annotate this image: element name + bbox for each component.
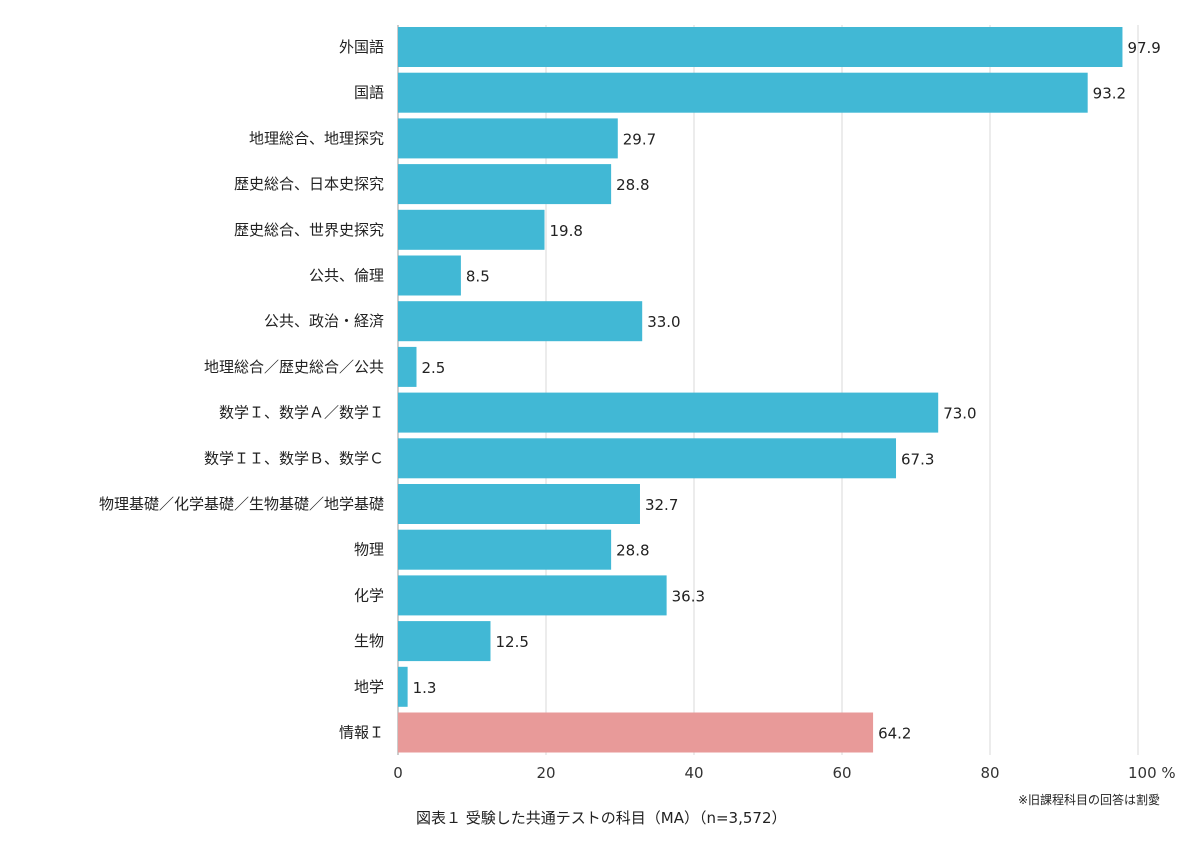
data-label: 12.5	[496, 633, 529, 651]
x-tick-label: 100 %	[1128, 764, 1176, 782]
category-label: 地学	[354, 678, 384, 696]
bar	[398, 712, 874, 753]
data-label: 28.8	[616, 542, 649, 560]
category-label: 外国語	[339, 38, 384, 56]
bar	[398, 209, 545, 250]
category-label: 歴史総合、世界史探究	[234, 221, 384, 239]
x-tick-label: 60	[832, 764, 851, 782]
bar	[398, 164, 612, 205]
data-label: 1.3	[413, 679, 437, 697]
bar	[398, 255, 461, 296]
category-label: 数学Ｉ、数学Ａ／数学Ｉ	[219, 404, 384, 422]
category-label: 生物	[354, 632, 384, 650]
category-label: 公共、政治・経済	[264, 312, 384, 330]
category-label: 物理	[354, 541, 384, 559]
x-axis-ticks: 0 20 40 60 80 100 %	[393, 764, 1175, 782]
data-label: 2.5	[422, 359, 446, 377]
category-label: 数学ＩＩ、数学Ｂ、数学Ｃ	[204, 449, 384, 467]
data-label: 29.7	[623, 130, 656, 148]
bar	[398, 575, 667, 616]
bar	[398, 484, 640, 524]
data-label: 97.9	[1127, 39, 1160, 57]
category-label: 物理基礎／化学基礎／生物基礎／地学基礎	[99, 495, 384, 513]
data-label: 93.2	[1093, 85, 1126, 103]
chart-note: ※旧課程科目の回答は割愛	[1018, 792, 1160, 807]
bar	[398, 118, 618, 159]
category-label: 化学	[354, 586, 384, 604]
data-label: 64.2	[878, 725, 911, 743]
bar	[398, 301, 643, 342]
x-tick-label: 20	[536, 764, 555, 782]
category-label: 情報Ｉ	[339, 724, 384, 742]
bar	[398, 346, 417, 387]
data-label: 33.0	[647, 313, 680, 331]
data-label: 8.5	[466, 268, 490, 286]
bar	[398, 438, 897, 479]
data-label: 36.3	[672, 587, 705, 605]
chart-title: 図表１ 受験した共通テストの科目（MA）（n=3,572）	[416, 809, 787, 827]
bar	[398, 666, 408, 707]
category-label: 国語	[354, 84, 384, 102]
x-tick-label: 0	[393, 764, 403, 782]
x-tick-label: 40	[684, 764, 703, 782]
x-tick-label: 80	[980, 764, 999, 782]
bar	[398, 392, 939, 433]
category-label: 歴史総合、日本史探究	[234, 175, 384, 193]
bar	[398, 621, 491, 662]
data-label: 67.3	[901, 450, 934, 468]
bar	[398, 72, 1088, 113]
bar	[398, 529, 612, 570]
bars: 外国語 97.9 国語 93.2 地理総合、地理探究 29.7 歴史総合、日本史探究 28.8…	[99, 27, 1161, 753]
data-label: 73.0	[943, 405, 976, 423]
category-label: 公共、倫理	[309, 267, 384, 285]
data-label: 32.7	[645, 496, 678, 514]
data-label: 19.8	[550, 222, 583, 240]
category-label: 地理総合／歴史総合／公共	[204, 358, 384, 376]
data-label: 28.8	[616, 176, 649, 194]
category-label: 地理総合、地理探究	[249, 129, 384, 147]
bar	[398, 27, 1123, 67]
